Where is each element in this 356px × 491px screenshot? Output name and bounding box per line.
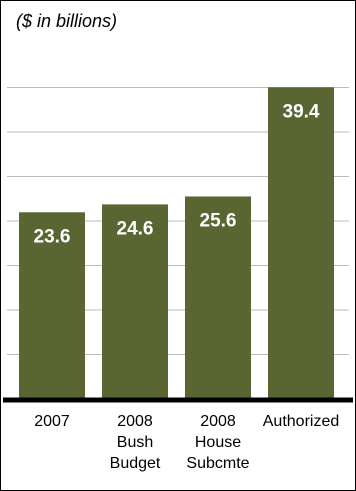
category-label-line: Subcmte <box>186 455 249 472</box>
category-label-0: 2007 <box>34 413 70 430</box>
bar-value-label-2: 25.6 <box>200 210 237 231</box>
bar-2 <box>185 196 251 399</box>
bar-value-label-0: 23.6 <box>34 226 71 247</box>
bar-1 <box>102 204 168 399</box>
chart-subtitle: ($ in billions) <box>16 11 118 31</box>
category-label-1: 2008 Bush Budget <box>110 413 161 472</box>
category-label-line: Budget <box>110 455 161 472</box>
category-label-line: 2008 <box>117 413 153 430</box>
bar-value-label-1: 24.6 <box>117 218 154 239</box>
category-label-line: 2007 <box>34 413 70 430</box>
category-label-line: House <box>195 434 241 451</box>
bar-3 <box>268 87 334 400</box>
category-label-2: 2008 House Subcmte <box>186 413 249 472</box>
bar-value-label-3: 39.4 <box>283 101 320 122</box>
bar-0 <box>19 212 85 399</box>
category-label-3: Authorized <box>263 413 340 430</box>
category-label-line: Authorized <box>263 413 340 430</box>
category-label-line: 2008 <box>200 413 236 430</box>
category-label-line: Bush <box>117 434 153 451</box>
